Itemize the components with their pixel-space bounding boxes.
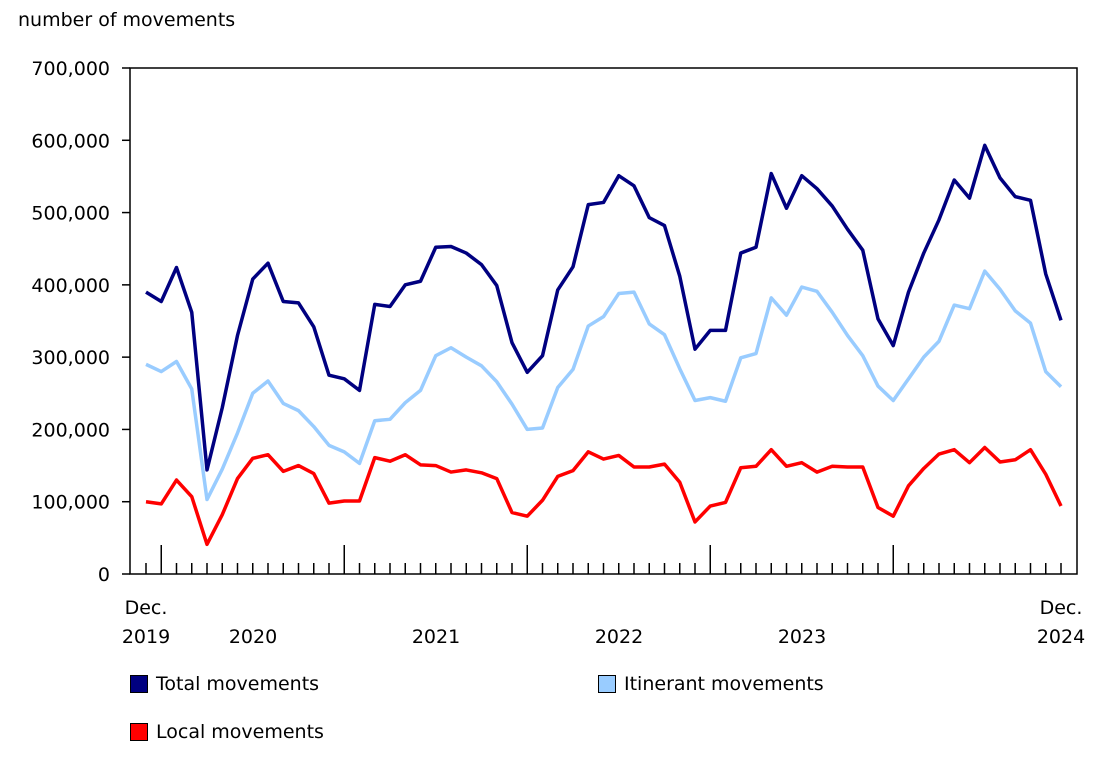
y-tick-label: 300,000 — [31, 347, 110, 369]
legend-swatch-total — [130, 675, 148, 693]
series-line-local-movements — [145, 445, 1063, 547]
x-label-year: 2022 — [595, 626, 643, 648]
legend-item-total: Total movements — [130, 673, 319, 695]
x-label-first-month: Dec. — [125, 597, 168, 619]
x-label-year: 2023 — [778, 626, 826, 648]
y-tick-label: 500,000 — [31, 203, 110, 225]
x-label-year: 2021 — [412, 626, 460, 648]
y-tick-label: 400,000 — [31, 275, 110, 297]
legend-swatch-itinerant — [598, 675, 616, 693]
y-tick-label: 700,000 — [31, 58, 110, 80]
legend-item-itinerant: Itinerant movements — [598, 673, 824, 695]
legend-label: Itinerant movements — [624, 673, 824, 695]
plot-frame — [129, 67, 1078, 575]
x-label-first-year: 2019 — [122, 626, 170, 648]
y-tick-label: 0 — [98, 564, 110, 586]
y-tick-label: 600,000 — [31, 130, 110, 152]
legend-label: Total movements — [156, 673, 320, 695]
series-line-total-movements — [145, 143, 1063, 472]
y-axis-title: number of movements — [18, 9, 235, 31]
legend-label: Local movements — [156, 721, 324, 743]
x-label-year: 2020 — [229, 626, 277, 648]
y-tick-label: 100,000 — [31, 492, 110, 514]
legend-swatch-local — [130, 723, 148, 741]
x-label-last-month: Dec. — [1040, 597, 1083, 619]
y-tick-label: 200,000 — [31, 419, 110, 441]
x-label-last-year: 2024 — [1037, 626, 1085, 648]
series-line-itinerant-movements — [145, 269, 1063, 502]
legend-item-local: Local movements — [130, 721, 324, 743]
